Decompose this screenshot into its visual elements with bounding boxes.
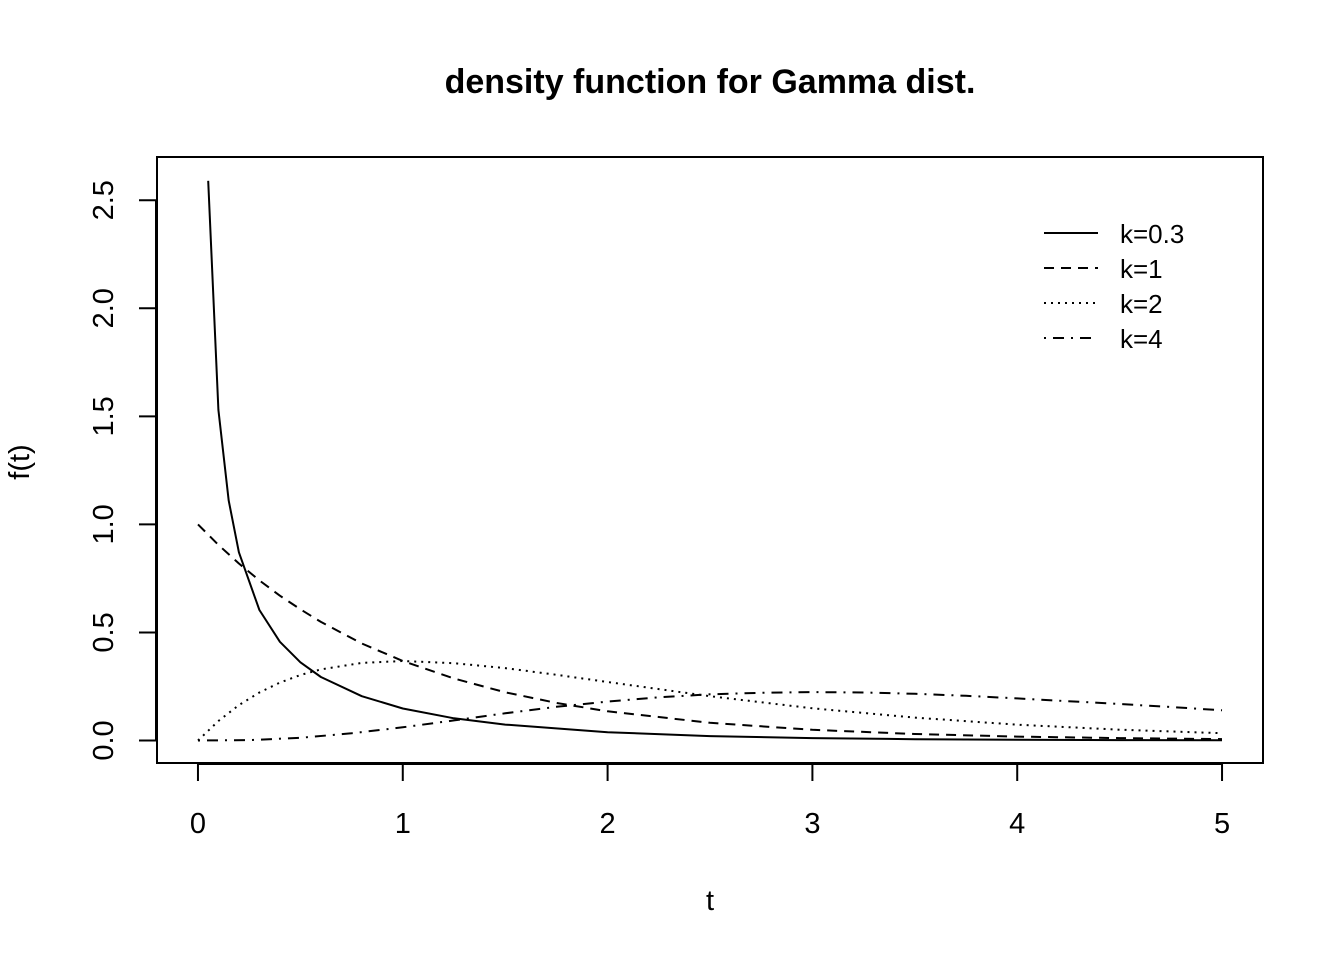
series-line-k-1 (197, 523, 1223, 741)
legend-label: k=4 (1120, 324, 1163, 354)
y-tick-label: 2.5 (88, 180, 120, 220)
plot-frame (156, 156, 1264, 764)
x-tick-label: 1 (395, 808, 411, 840)
y-tick-label: 1.5 (88, 396, 120, 436)
legend-label: k=2 (1120, 289, 1163, 319)
y-tick-label: 0.5 (88, 612, 120, 652)
series-layer (197, 180, 1223, 742)
x-axis: 0 1 2 3 4 5 (190, 763, 1230, 840)
y-axis: 0.0 0.5 1.0 1.5 2.0 2.5 (88, 180, 157, 761)
y-tick-label: 2.0 (88, 288, 120, 328)
series-line-k-4 (197, 691, 1223, 742)
x-tick-label: 4 (1009, 808, 1025, 840)
x-tick-label: 0 (190, 808, 206, 840)
legend-label: k=1 (1120, 254, 1163, 284)
chart-title: density function for Gamma dist. (445, 63, 976, 101)
series-line-k-2 (197, 660, 1223, 742)
x-tick-label: 3 (804, 808, 820, 840)
legend: k=0.3 k=1 k=2 k=4 (1044, 219, 1184, 354)
y-tick-label: 1.0 (88, 504, 120, 544)
x-tick-label: 5 (1214, 808, 1230, 840)
legend-label: k=0.3 (1120, 219, 1184, 249)
x-tick-label: 2 (600, 808, 616, 840)
x-axis-label: t (706, 885, 714, 917)
series-line-k-0-3 (207, 180, 1223, 742)
y-tick-label: 0.0 (88, 720, 120, 760)
y-axis-label: f(t) (4, 444, 36, 479)
